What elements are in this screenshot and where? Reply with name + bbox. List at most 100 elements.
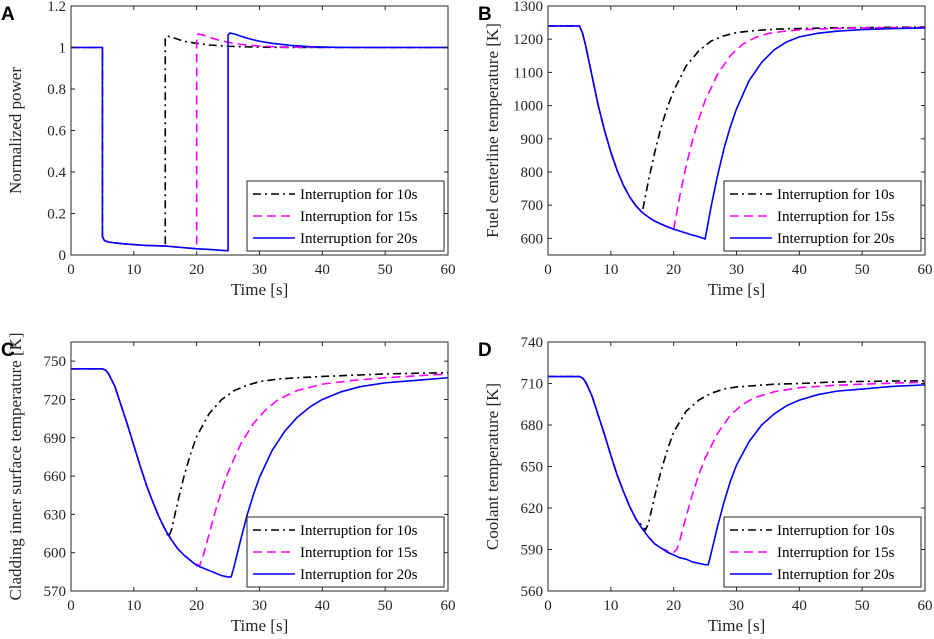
- x-tick-label: 30: [729, 262, 744, 278]
- panel-letter: A: [1, 4, 15, 25]
- series-line-3: [71, 368, 448, 578]
- legend-label: Interruption for 20s: [777, 567, 895, 583]
- series-line-3: [71, 32, 448, 252]
- y-tick-label: 600: [44, 546, 67, 562]
- series-line-3: [548, 25, 925, 240]
- panel-letter: C: [1, 340, 15, 361]
- panel-d: 0 10 20 30 40 50 60 560 590 620 650 680 710 740 Time […: [478, 335, 933, 635]
- y-tick-label: 680: [521, 418, 544, 434]
- x-tick-label: 30: [729, 598, 744, 614]
- series-group: [548, 25, 925, 240]
- x-tick-label: 0: [67, 262, 75, 278]
- x-tick-label: 60: [441, 598, 456, 614]
- y-tick-label: 0.6: [47, 124, 66, 140]
- x-tick-label: 0: [544, 598, 552, 614]
- legend-label: Interruption for 10s: [300, 187, 418, 203]
- legend-label: Interruption for 15s: [300, 545, 418, 561]
- y-tick-label: 1200: [513, 32, 543, 48]
- x-tick-label: 0: [544, 262, 552, 278]
- y-tick-label: 1: [59, 41, 67, 57]
- y-tick-label: 690: [44, 431, 67, 447]
- x-tick-label: 50: [378, 262, 393, 278]
- x-tick-label: 20: [189, 262, 204, 278]
- x-axis-label: Time [s]: [231, 616, 288, 635]
- series-line-3: [548, 375, 925, 566]
- legend-label: Interruption for 15s: [777, 545, 895, 561]
- y-tick-label: 1100: [514, 65, 543, 81]
- legend-label: Interruption for 10s: [300, 523, 418, 539]
- legend-label: Interruption for 20s: [300, 231, 418, 247]
- legend: Interruption for 10s Interruption for 15s…: [246, 180, 445, 252]
- x-tick-label: 60: [441, 262, 456, 278]
- legend: Interruption for 10s Interruption for 15s…: [723, 180, 922, 252]
- y-tick-label: 660: [44, 469, 67, 485]
- x-tick-label: 40: [792, 262, 807, 278]
- y-tick-label: 0: [59, 248, 67, 264]
- x-tick-label: 10: [126, 598, 141, 614]
- legend-label: Interruption for 20s: [300, 567, 418, 583]
- y-tick-label: 0.4: [47, 165, 66, 181]
- panel-letter: D: [478, 340, 492, 361]
- x-tick-label: 50: [378, 598, 393, 614]
- x-tick-label: 10: [126, 262, 141, 278]
- y-tick-label: 720: [44, 392, 67, 408]
- y-axis-label: Coolant temperature [K]: [483, 383, 502, 550]
- legend-label: Interruption for 10s: [777, 187, 895, 203]
- x-tick-label: 10: [603, 262, 618, 278]
- legend-label: Interruption for 15s: [777, 209, 895, 225]
- legend-box: [723, 516, 922, 588]
- y-tick-label: 560: [521, 584, 544, 600]
- legend: Interruption for 10s Interruption for 15s…: [723, 516, 922, 588]
- x-tick-label: 30: [252, 262, 267, 278]
- y-tick-label: 1.2: [47, 0, 66, 15]
- x-tick-label: 60: [918, 598, 933, 614]
- y-tick-label: 1000: [513, 99, 543, 115]
- y-tick-label: 710: [521, 377, 544, 393]
- x-tick-label: 40: [315, 262, 330, 278]
- y-tick-label: 1300: [513, 0, 543, 15]
- x-tick-label: 50: [855, 262, 870, 278]
- legend-label: Interruption for 20s: [777, 231, 895, 247]
- y-tick-label: 600: [521, 231, 544, 247]
- y-tick-label: 0.8: [47, 82, 66, 98]
- x-tick-label: 30: [252, 598, 267, 614]
- y-tick-label: 800: [521, 165, 544, 181]
- series-line-1: [71, 368, 448, 539]
- x-tick-label: 10: [603, 598, 618, 614]
- y-tick-label: 650: [521, 460, 544, 476]
- x-axis-label: Time [s]: [231, 280, 288, 299]
- x-tick-label: 50: [855, 598, 870, 614]
- y-tick-label: 750: [44, 354, 67, 370]
- series-group: [71, 32, 448, 252]
- legend-box: [723, 180, 922, 252]
- x-axis-label: Time [s]: [708, 280, 765, 299]
- panel-letter: B: [478, 4, 492, 25]
- y-axis-label: Normalized power: [6, 67, 25, 194]
- x-tick-label: 20: [666, 598, 681, 614]
- y-tick-label: 740: [521, 335, 544, 351]
- series-group: [71, 368, 448, 578]
- x-tick-label: 60: [918, 262, 933, 278]
- x-tick-label: 40: [792, 598, 807, 614]
- legend: Interruption for 10s Interruption for 15s…: [246, 516, 445, 588]
- x-tick-label: 40: [315, 598, 330, 614]
- y-tick-label: 570: [44, 584, 67, 600]
- x-tick-label: 0: [67, 598, 75, 614]
- y-tick-label: 0.2: [47, 207, 66, 223]
- y-tick-label: 630: [44, 507, 67, 523]
- y-tick-label: 900: [521, 132, 544, 148]
- x-axis-label: Time [s]: [708, 616, 765, 635]
- y-tick-label: 700: [521, 198, 544, 214]
- y-axis-label: Cladding inner surface temperature [K]: [6, 332, 25, 600]
- series-group: [548, 375, 925, 566]
- panel-b: 0 10 20 30 40 50 60 600 700 800 900 1000 1100 1200 130…: [478, 0, 933, 299]
- x-tick-label: 20: [189, 598, 204, 614]
- x-tick-label: 20: [666, 262, 681, 278]
- panel-c: 0 10 20 30 40 50 60 570 600 630 660 690 720 750 Time […: [1, 332, 456, 635]
- y-tick-label: 620: [521, 501, 544, 517]
- panel-a: 0 10 20 30 40 50 60 0 0.2 0.4 0.6 0.8 1 1.2 Time [s] No…: [1, 0, 456, 299]
- legend-label: Interruption for 10s: [777, 523, 895, 539]
- series-line-2: [548, 375, 925, 554]
- legend-box: [246, 516, 445, 588]
